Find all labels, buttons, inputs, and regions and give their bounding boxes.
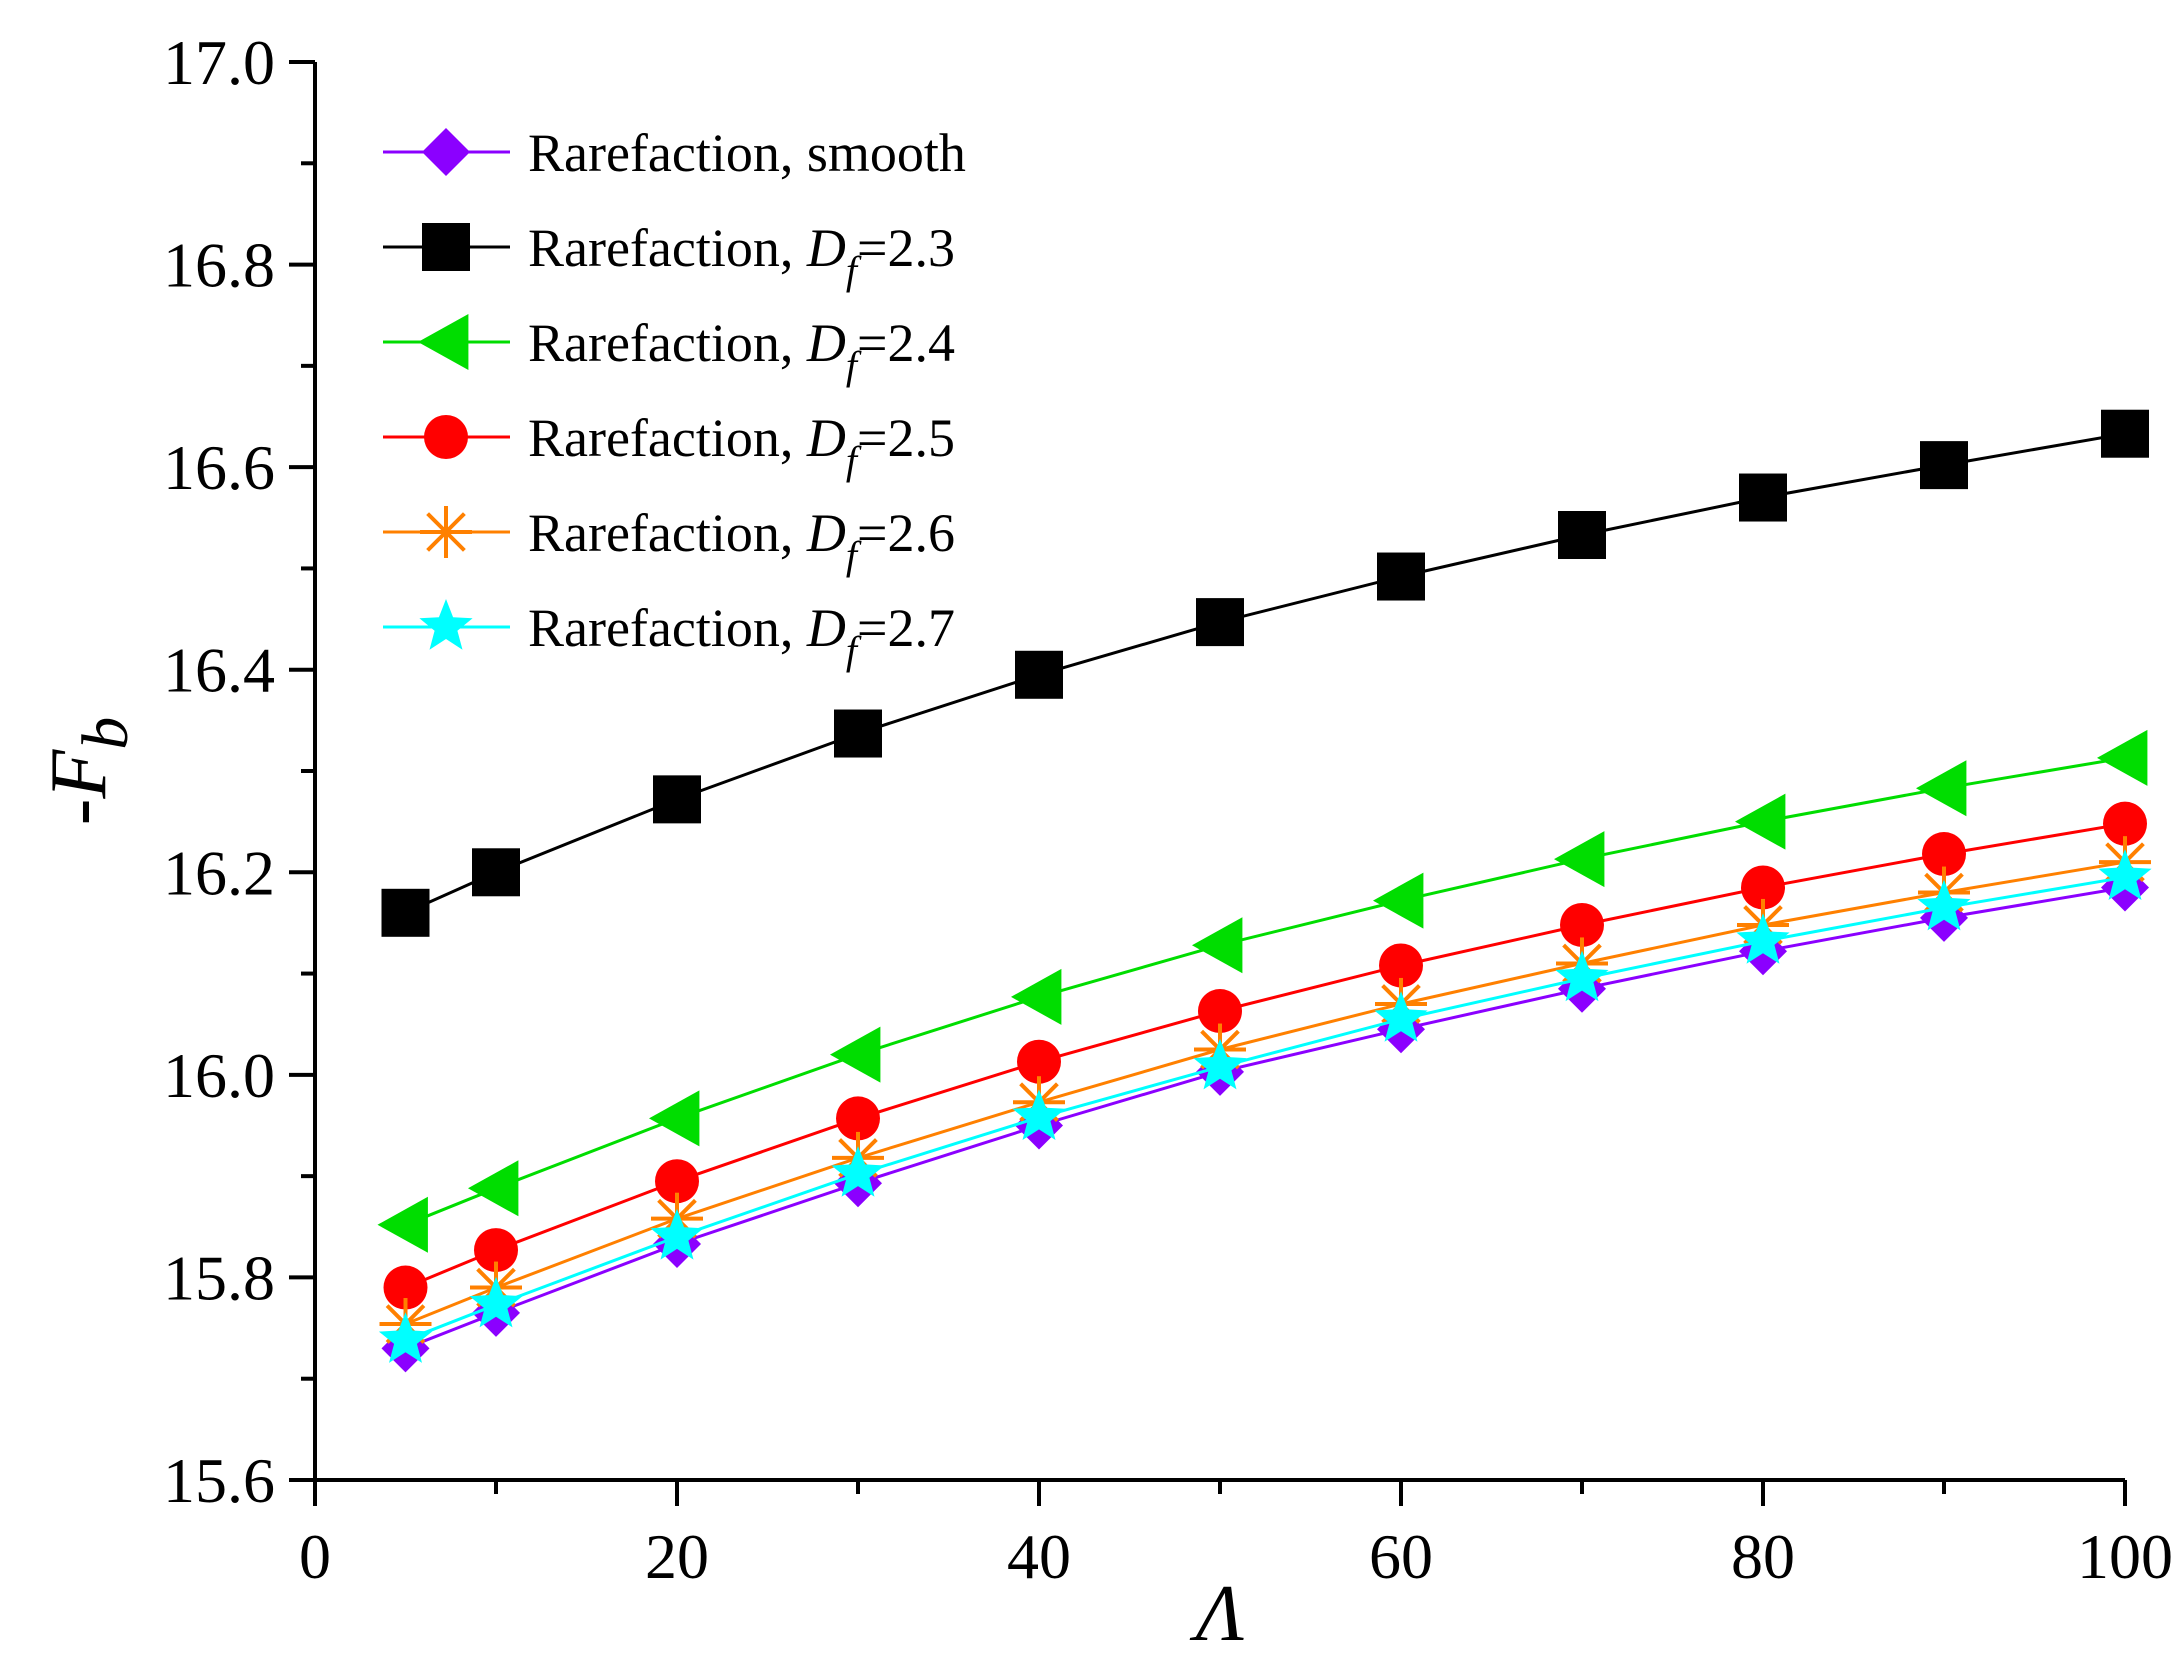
data-point bbox=[1554, 831, 1605, 888]
data-point bbox=[1379, 943, 1423, 988]
series-0 bbox=[381, 863, 2149, 1373]
data-point bbox=[1015, 650, 1063, 699]
legend-entry: Rarefaction, Df=2.7 bbox=[383, 598, 955, 673]
legend-entry: Rarefaction, Df=2.6 bbox=[383, 503, 955, 578]
legend-marker bbox=[420, 506, 472, 558]
data-point bbox=[1377, 552, 1425, 601]
data-point bbox=[1916, 760, 1967, 817]
y-tick-label: 16.6 bbox=[163, 432, 275, 503]
series-line bbox=[404, 875, 2126, 1342]
x-tick-label: 40 bbox=[1007, 1521, 1071, 1592]
data-point bbox=[830, 1026, 881, 1083]
data-point bbox=[653, 775, 701, 824]
data-point bbox=[834, 709, 882, 758]
series-1 bbox=[381, 409, 2149, 937]
legend-entry: Rarefaction, smooth bbox=[383, 123, 966, 183]
data-point bbox=[1917, 879, 1971, 931]
series-3 bbox=[383, 801, 2147, 1310]
data-point bbox=[1374, 991, 1428, 1042]
data-point bbox=[1193, 1038, 1247, 1090]
data-point bbox=[836, 1096, 880, 1141]
y-tick-label: 16.0 bbox=[163, 1040, 275, 1111]
y-axis-title-main: -F bbox=[35, 749, 123, 826]
data-point bbox=[1739, 473, 1787, 522]
data-point bbox=[472, 848, 520, 897]
legend-marker bbox=[424, 415, 468, 459]
data-point bbox=[1735, 793, 1786, 850]
y-tick-label: 15.8 bbox=[163, 1242, 275, 1313]
data-point bbox=[1012, 1089, 1066, 1140]
series-5 bbox=[378, 849, 2152, 1363]
series-line bbox=[404, 756, 2126, 1227]
x-axis-ticks: 0 20 40 60 80 100 bbox=[299, 1480, 2173, 1592]
series-4 bbox=[379, 836, 2151, 1351]
y-tick-label: 16.8 bbox=[163, 230, 275, 301]
data-point bbox=[2097, 729, 2148, 786]
data-point bbox=[655, 1159, 699, 1204]
data-point bbox=[468, 1160, 519, 1217]
x-axis-title: Λ bbox=[1189, 1570, 1244, 1658]
legend-label: Rarefaction, Df=2.4 bbox=[528, 313, 955, 388]
data-point bbox=[1922, 832, 1966, 877]
data-point bbox=[377, 1196, 428, 1253]
legend-marker bbox=[419, 599, 473, 650]
y-axis-title-subscript: b bbox=[69, 717, 142, 750]
legend-entry: Rarefaction, Df=2.5 bbox=[383, 408, 955, 483]
y-tick-label: 17.0 bbox=[163, 27, 275, 98]
series-2 bbox=[377, 729, 2148, 1253]
data-point bbox=[650, 1208, 704, 1260]
legend-label: Rarefaction, Df=2.3 bbox=[528, 218, 955, 293]
legend-label: Rarefaction, Df=2.7 bbox=[528, 598, 955, 673]
data-point bbox=[1017, 1039, 1061, 1084]
data-point bbox=[649, 1090, 700, 1147]
series-layer bbox=[377, 409, 2152, 1373]
data-point bbox=[1373, 872, 1424, 929]
data-point bbox=[2103, 801, 2147, 846]
x-tick-label: 80 bbox=[1731, 1521, 1795, 1592]
data-point bbox=[1560, 902, 1604, 947]
y-axis-title: -Fb bbox=[35, 717, 142, 826]
x-tick-label: 100 bbox=[2077, 1521, 2173, 1592]
plot-area: 0 20 40 60 80 100 15.6 15.8 16.0 16.2 16.4 16.6 16.… bbox=[163, 27, 2173, 1592]
legend-label: Rarefaction, Df=2.5 bbox=[528, 408, 955, 483]
data-point bbox=[1011, 968, 1062, 1025]
legend: Rarefaction, smooth Rarefaction, Df=2.3 Ra… bbox=[383, 123, 966, 673]
asterisk-stroke bbox=[426, 512, 466, 552]
data-point bbox=[2098, 849, 2152, 900]
data-point bbox=[831, 1146, 885, 1197]
y-tick-label: 16.4 bbox=[163, 635, 275, 706]
legend-entry: Rarefaction, Df=2.4 bbox=[383, 313, 955, 388]
data-point bbox=[383, 1265, 428, 1310]
x-tick-label: 0 bbox=[299, 1521, 331, 1592]
x-tick-label: 60 bbox=[1369, 1521, 1433, 1592]
data-point bbox=[469, 1276, 523, 1328]
y-axis-ticks: 15.6 15.8 16.0 16.2 16.4 16.6 16.8 17.0 bbox=[163, 27, 315, 1516]
data-point bbox=[1198, 989, 1242, 1034]
data-point bbox=[1558, 511, 1606, 560]
data-point bbox=[1741, 865, 1785, 910]
legend-marker bbox=[422, 223, 470, 271]
data-point bbox=[474, 1228, 518, 1273]
data-point bbox=[378, 1312, 433, 1363]
data-point bbox=[1196, 598, 1244, 647]
data-point bbox=[381, 888, 430, 937]
legend-label: Rarefaction, Df=2.6 bbox=[528, 503, 955, 578]
y-tick-label: 16.2 bbox=[163, 837, 275, 908]
x-tick-label: 20 bbox=[645, 1521, 709, 1592]
legend-label: Rarefaction, smooth bbox=[528, 123, 966, 183]
data-point bbox=[2101, 409, 2149, 458]
legend-marker bbox=[418, 314, 469, 370]
legend-entry: Rarefaction, Df=2.3 bbox=[383, 218, 955, 293]
data-point bbox=[1192, 917, 1243, 974]
data-point bbox=[1736, 913, 1790, 964]
data-point bbox=[1555, 950, 1609, 1002]
y-tick-label: 15.6 bbox=[163, 1445, 275, 1516]
data-point bbox=[1920, 441, 1968, 490]
legend-marker bbox=[422, 128, 470, 176]
